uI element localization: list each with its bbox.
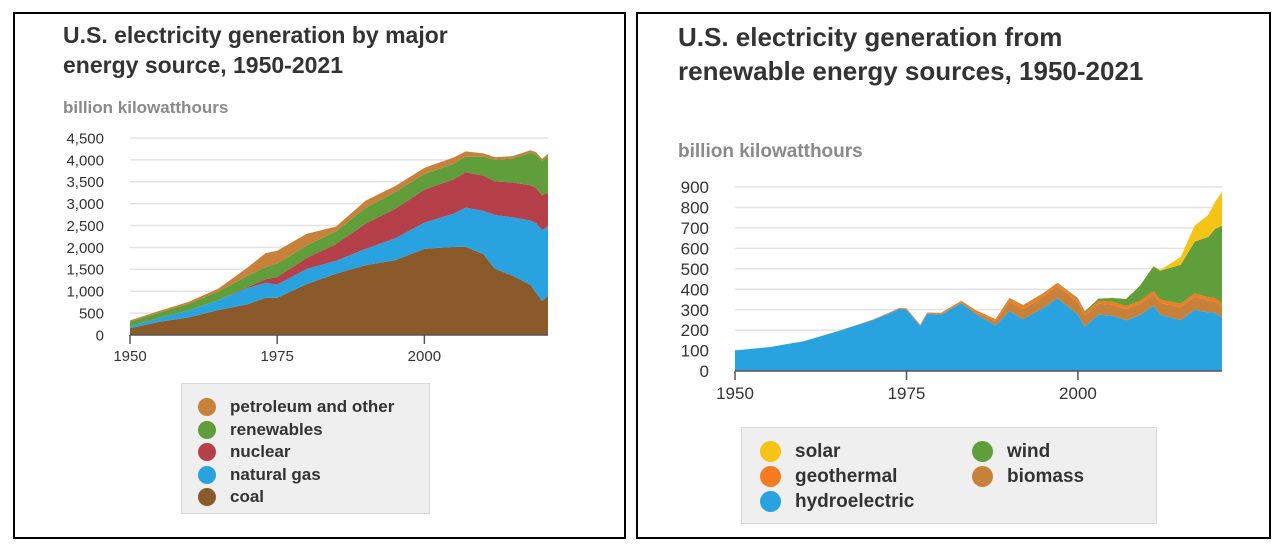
- y-tick-label: 0: [700, 362, 709, 381]
- y-tick-label: 3,000: [66, 196, 104, 213]
- chart-title: U.S. electricity generation from renewab…: [678, 22, 1144, 86]
- y-tick-label: 600: [681, 239, 709, 258]
- legend-label: solar: [795, 440, 841, 462]
- y-axis-unit-label: billion kilowatthours: [678, 141, 863, 162]
- legend-swatch-geothermal: [760, 466, 781, 487]
- legend-swatch-petroleum: [198, 398, 216, 417]
- legend-swatch-natural-gas: [198, 465, 216, 484]
- legend-label: wind: [1007, 440, 1051, 462]
- area-series-natural-gas: [130, 207, 548, 329]
- x-tick-label: 1950: [716, 384, 754, 403]
- area-series-nuclear: [130, 172, 548, 327]
- legend-label: geothermal: [795, 465, 898, 487]
- legend-item-biomass: biomass: [972, 464, 1152, 489]
- legend-swatch-coal: [198, 488, 216, 507]
- y-tick-label: 4,500: [66, 130, 104, 147]
- legend-swatch-wind: [972, 441, 993, 462]
- y-axis-unit-label: billion kilowatthours: [63, 98, 229, 117]
- chart-panel-right: U.S. electricity generation from renewab…: [636, 12, 1271, 539]
- x-tick-label: 2000: [1059, 384, 1097, 403]
- y-tick-label: 1,500: [66, 262, 104, 279]
- y-tick-label: 2,500: [66, 218, 104, 235]
- legend-label: hydroelectric: [795, 490, 915, 512]
- legend-swatch-hydroelectric: [760, 491, 781, 512]
- legend-swatch-solar: [760, 441, 781, 462]
- y-tick-label: 500: [681, 260, 709, 279]
- legend-item-petroleum: petroleum and other: [198, 396, 429, 419]
- legend-swatch-biomass: [972, 466, 993, 487]
- x-tick-label: 1950: [113, 348, 146, 365]
- area-series-coal: [130, 246, 548, 335]
- chart-legend: petroleum and other renewables nuclear n…: [181, 383, 430, 514]
- legend-label: nuclear: [230, 442, 291, 462]
- y-tick-label: 3,500: [66, 174, 104, 191]
- y-tick-label: 500: [79, 306, 104, 323]
- x-tick-label: 1975: [888, 384, 926, 403]
- area-series-hydroelectric: [735, 298, 1222, 371]
- y-tick-label: 400: [681, 280, 709, 299]
- chart-plot-left: 0 500 1,000 1,500 2,000 2,500 3,000 3,500 4,000 4…: [66, 130, 548, 365]
- legend-item-coal: coal: [198, 486, 429, 509]
- chart-title: U.S. electricity generation by major ene…: [63, 22, 448, 78]
- legend-item-renewables: renewables: [198, 419, 429, 442]
- y-tick-label: 2,000: [66, 240, 104, 257]
- legend-item-hydroelectric: hydroelectric: [760, 489, 972, 514]
- legend-item-solar: solar: [760, 439, 972, 464]
- legend-item-geothermal: geothermal: [760, 464, 972, 489]
- legend-item-nuclear: nuclear: [198, 441, 429, 464]
- x-tick-label: 1975: [260, 348, 293, 365]
- chart-legend: solar wind geothermal biomass hydroelect…: [741, 427, 1157, 524]
- area-series-biomass: [735, 286, 1222, 351]
- y-tick-label: 800: [681, 199, 709, 218]
- legend-label: natural gas: [230, 464, 321, 484]
- y-tick-label: 300: [681, 301, 709, 320]
- y-tick-label: 100: [681, 342, 709, 361]
- legend-swatch-nuclear: [198, 443, 216, 462]
- y-tick-label: 1,000: [66, 284, 104, 301]
- y-tick-label: 200: [681, 321, 709, 340]
- y-tick-label: 700: [681, 219, 709, 238]
- legend-label: renewables: [230, 419, 323, 439]
- area-series-renewables: [130, 152, 548, 327]
- y-tick-label: 4,000: [66, 152, 104, 169]
- legend-item-natural-gas: natural gas: [198, 464, 429, 487]
- x-tick-label: 2000: [408, 348, 441, 365]
- legend-label: petroleum and other: [230, 397, 395, 417]
- area-series-petroleum-and-other: [130, 150, 548, 322]
- y-tick-label: 0: [96, 327, 104, 344]
- chart-panel-left: U.S. electricity generation by major ene…: [13, 12, 626, 539]
- legend-swatch-renewables: [198, 420, 216, 439]
- legend-item-wind: wind: [972, 439, 1152, 464]
- y-tick-label: 900: [681, 178, 709, 197]
- legend-label: coal: [230, 487, 265, 507]
- legend-label: biomass: [1007, 465, 1085, 487]
